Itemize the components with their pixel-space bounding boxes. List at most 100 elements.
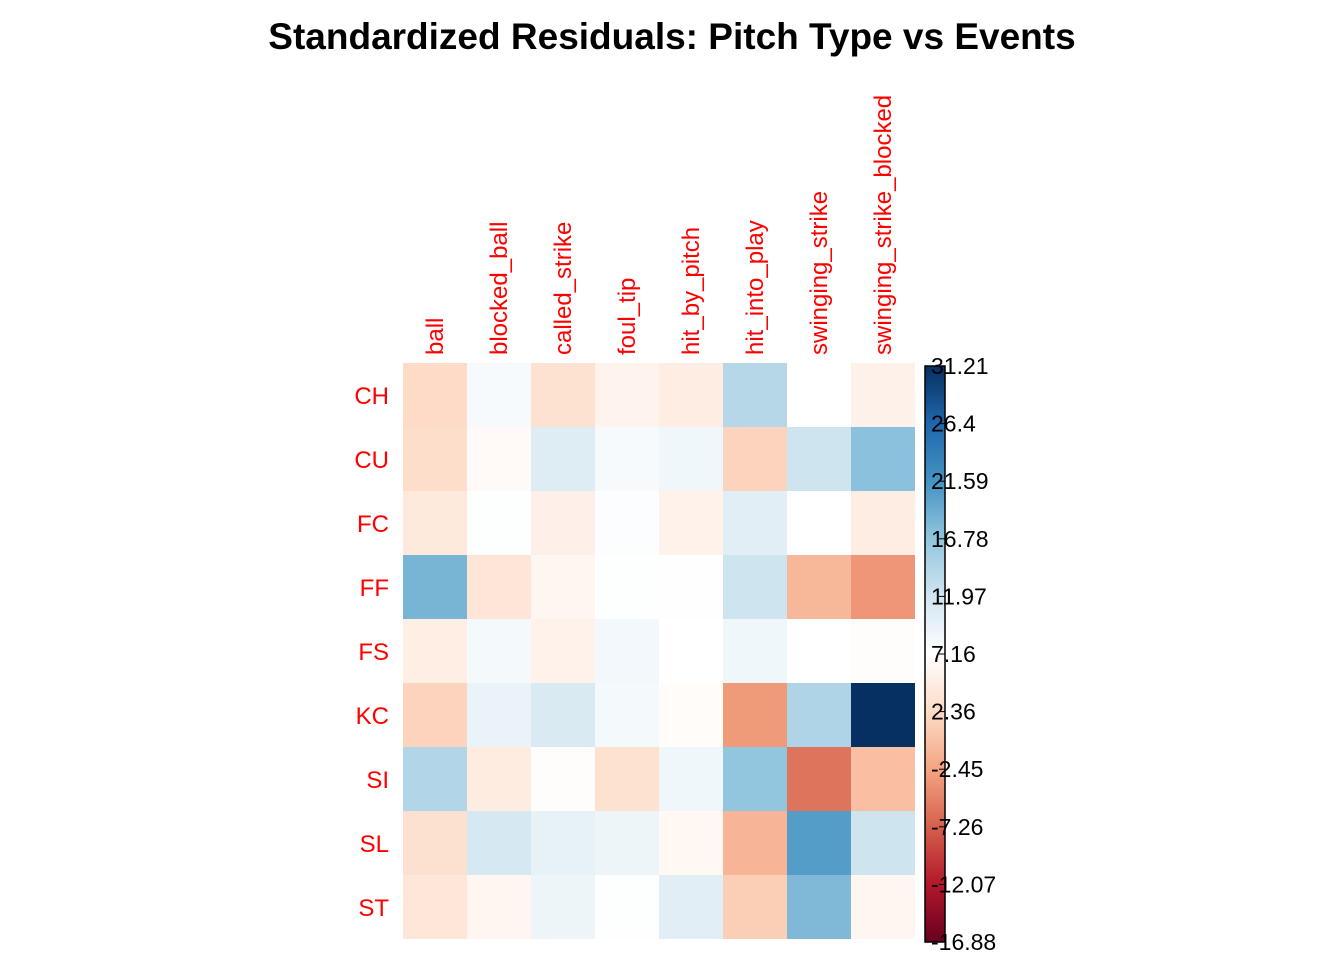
- row-label: FF: [360, 575, 389, 602]
- row-label: ST: [358, 895, 389, 922]
- heatmap-cell-SI-swinging_strike: [787, 747, 851, 811]
- column-label: swinging_strike_blocked: [870, 95, 897, 355]
- heatmap-cell-FF-hit_into_play: [723, 555, 787, 619]
- heatmap-cell-FF-foul_tip: [595, 555, 659, 619]
- heatmap-cell-CH-foul_tip: [595, 363, 659, 427]
- heatmap-cell-CH-called_strike: [531, 363, 595, 427]
- colorbar-tick-label: -12.07: [931, 871, 996, 897]
- colorbar-tick-label: -7.26: [931, 814, 983, 840]
- heatmap-cell-FS-swinging_strike: [787, 619, 851, 683]
- heatmap-cell-SL-hit_into_play: [723, 811, 787, 875]
- heatmap-cell-ST-called_strike: [531, 875, 595, 939]
- heatmap-cell-CU-called_strike: [531, 427, 595, 491]
- heatmap-cells: [403, 363, 915, 939]
- colorbar-tick-label: 7.16: [931, 641, 976, 667]
- heatmap-cell-SL-swinging_strike: [787, 811, 851, 875]
- heatmap-cell-FS-ball: [403, 619, 467, 683]
- colorbar-tick-label: 31.21: [931, 353, 989, 379]
- heatmap-cell-KC-blocked_ball: [467, 683, 531, 747]
- heatmap-cell-FC-blocked_ball: [467, 491, 531, 555]
- heatmap-cell-SI-ball: [403, 747, 467, 811]
- heatmap-cell-SI-hit_into_play: [723, 747, 787, 811]
- colorbar-tick-label: -16.88: [931, 929, 996, 955]
- heatmap-cell-CU-hit_into_play: [723, 427, 787, 491]
- heatmap-cell-FF-called_strike: [531, 555, 595, 619]
- heatmap-cell-KC-swinging_strike_blocked: [851, 683, 915, 747]
- heatmap-cell-FC-swinging_strike_blocked: [851, 491, 915, 555]
- colorbar: 31.21 26.4 21.59 16.78 11.97 7.16 2.36 -2.45 -7.…: [924, 353, 996, 955]
- heatmap-cell-SL-foul_tip: [595, 811, 659, 875]
- heatmap-cell-FC-hit_into_play: [723, 491, 787, 555]
- heatmap-cell-SL-called_strike: [531, 811, 595, 875]
- heatmap-cell-KC-swinging_strike: [787, 683, 851, 747]
- heatmap-cell-KC-foul_tip: [595, 683, 659, 747]
- column-label: hit_into_play: [742, 220, 769, 355]
- heatmap-cell-CU-swinging_strike: [787, 427, 851, 491]
- heatmap-cell-CU-hit_by_pitch: [659, 427, 723, 491]
- column-label: blocked_ball: [486, 222, 513, 355]
- heatmap-cell-ST-blocked_ball: [467, 875, 531, 939]
- heatmap-cell-KC-ball: [403, 683, 467, 747]
- heatmap-cell-FF-hit_by_pitch: [659, 555, 723, 619]
- heatmap-cell-FS-called_strike: [531, 619, 595, 683]
- heatmap-cell-FS-swinging_strike_blocked: [851, 619, 915, 683]
- heatmap-cell-FC-foul_tip: [595, 491, 659, 555]
- colorbar-tick-label: -2.45: [931, 756, 983, 782]
- colorbar-tick-label: 16.78: [931, 526, 989, 552]
- column-label: swinging_strike: [806, 191, 833, 355]
- row-labels: CH CU FC FF FS KC SI SL ST: [354, 383, 389, 922]
- colorbar-tick-label: 21.59: [931, 468, 989, 494]
- heatmap-cell-FC-hit_by_pitch: [659, 491, 723, 555]
- heatmap-cell-KC-hit_into_play: [723, 683, 787, 747]
- heatmap-cell-FC-swinging_strike: [787, 491, 851, 555]
- heatmap-cell-KC-called_strike: [531, 683, 595, 747]
- heatmap-cell-SI-blocked_ball: [467, 747, 531, 811]
- heatmap-cell-CU-ball: [403, 427, 467, 491]
- heatmap-cell-FF-swinging_strike_blocked: [851, 555, 915, 619]
- heatmap-cell-SL-blocked_ball: [467, 811, 531, 875]
- heatmap-cell-ST-ball: [403, 875, 467, 939]
- column-labels: ball blocked_ball called_strike foul_tip hit…: [422, 95, 897, 355]
- heatmap-cell-ST-hit_by_pitch: [659, 875, 723, 939]
- column-label: ball: [422, 318, 449, 355]
- row-label: CH: [354, 383, 389, 410]
- colorbar-tick-label: 11.97: [931, 583, 987, 609]
- heatmap-cell-SI-called_strike: [531, 747, 595, 811]
- heatmap-cell-FS-foul_tip: [595, 619, 659, 683]
- heatmap-cell-KC-hit_by_pitch: [659, 683, 723, 747]
- heatmap-cell-CU-blocked_ball: [467, 427, 531, 491]
- heatmap-cell-SI-foul_tip: [595, 747, 659, 811]
- row-label: FC: [357, 511, 389, 538]
- heatmap-cell-CH-hit_by_pitch: [659, 363, 723, 427]
- row-label: SL: [360, 831, 389, 858]
- heatmap-cell-FS-hit_by_pitch: [659, 619, 723, 683]
- colorbar-tick-label: 26.4: [931, 411, 976, 437]
- heatmap-cell-SI-swinging_strike_blocked: [851, 747, 915, 811]
- heatmap-cell-ST-swinging_strike: [787, 875, 851, 939]
- row-label: CU: [354, 447, 389, 474]
- heatmap-cell-SL-hit_by_pitch: [659, 811, 723, 875]
- heatmap-cell-CU-foul_tip: [595, 427, 659, 491]
- column-label: hit_by_pitch: [678, 227, 705, 355]
- heatmap-cell-FC-ball: [403, 491, 467, 555]
- chart-title: Standardized Residuals: Pitch Type vs Ev…: [268, 16, 1076, 57]
- heatmap-cell-FC-called_strike: [531, 491, 595, 555]
- heatmap-cell-ST-foul_tip: [595, 875, 659, 939]
- heatmap-cell-SL-swinging_strike_blocked: [851, 811, 915, 875]
- heatmap-cell-CH-swinging_strike_blocked: [851, 363, 915, 427]
- heatmap-cell-CH-ball: [403, 363, 467, 427]
- heatmap-cell-FF-swinging_strike: [787, 555, 851, 619]
- heatmap-cell-CH-swinging_strike: [787, 363, 851, 427]
- row-label: FS: [358, 639, 389, 666]
- column-label: called_strike: [550, 222, 577, 355]
- heatmap-cell-CH-blocked_ball: [467, 363, 531, 427]
- heatmap-cell-FF-blocked_ball: [467, 555, 531, 619]
- heatmap-cell-SI-hit_by_pitch: [659, 747, 723, 811]
- heatmap-cell-FS-hit_into_play: [723, 619, 787, 683]
- heatmap-cell-CU-swinging_strike_blocked: [851, 427, 915, 491]
- heatmap-cell-CH-hit_into_play: [723, 363, 787, 427]
- heatmap-cell-FS-blocked_ball: [467, 619, 531, 683]
- row-label: KC: [356, 703, 389, 730]
- heatmap-cell-SL-ball: [403, 811, 467, 875]
